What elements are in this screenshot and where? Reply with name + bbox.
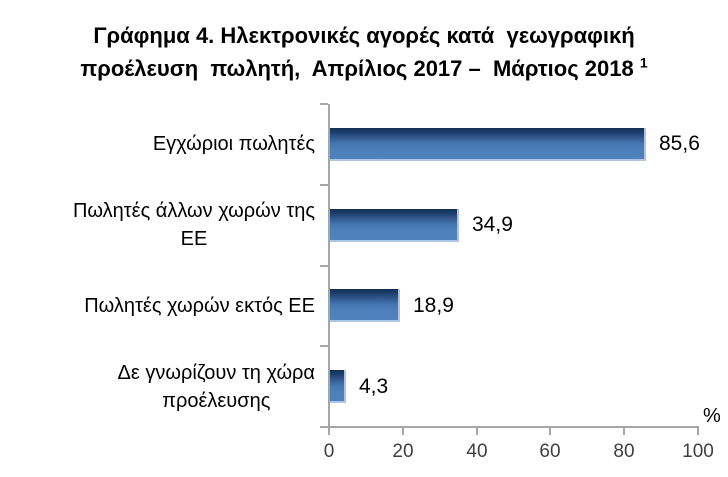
y-axis-tick — [320, 345, 328, 347]
chart-title: Γράφημα 4. Ηλεκτρονικές αγορές κατά γεωγ… — [0, 19, 728, 85]
value-label: 4,3 — [359, 375, 389, 398]
category-label: Πωλητές άλλων χωρών της ΕΕ — [6, 185, 315, 265]
x-tick-label: 60 — [539, 441, 561, 462]
value-label: 18,9 — [413, 294, 454, 317]
x-tick-label: 0 — [323, 441, 335, 462]
category-label-text: Πωλητές χωρών εκτός ΕΕ — [84, 294, 315, 317]
x-axis-tick — [476, 427, 478, 435]
y-axis-tick — [320, 103, 328, 105]
bar — [330, 128, 646, 161]
bar — [330, 370, 346, 403]
value-label: 34,9 — [472, 213, 513, 236]
chart-title-line1: Γράφημα 4. Ηλεκτρονικές αγορές κατά γεωγ… — [93, 23, 635, 48]
y-axis-tick — [320, 184, 328, 186]
x-tick-label: 100 — [682, 441, 714, 462]
y-axis-tick — [320, 265, 328, 267]
value-label: 85,6 — [659, 132, 700, 155]
bar — [330, 289, 400, 322]
x-tick-label: 40 — [466, 441, 488, 462]
x-tick-label: 80 — [613, 441, 635, 462]
x-axis-tick — [549, 427, 551, 435]
x-axis-unit-label: % — [703, 405, 721, 427]
x-tick-label: 20 — [392, 441, 414, 462]
x-axis-tick — [402, 427, 404, 435]
x-axis-tick — [697, 427, 699, 435]
chart-title-line2: προέλευση πωλητή, Απρίλιος 2017 – Μάρτιο… — [80, 54, 648, 81]
category-label: Πωλητές χωρών εκτός ΕΕ — [6, 266, 315, 346]
category-label-text: Εγχώριοι πωλητές — [152, 133, 315, 156]
y-axis-line — [328, 104, 330, 427]
x-axis-line — [321, 426, 699, 428]
x-axis-tick — [623, 427, 625, 435]
footnote-marker: 1 — [639, 54, 648, 71]
category-label: Εγχώριοι πωλητές — [6, 104, 315, 184]
x-axis-tick — [328, 427, 330, 435]
category-label-text: Πωλητές άλλων χωρών της ΕΕ — [72, 200, 315, 251]
category-label-text: Δε γνωρίζουν τη χώρα προέλευσης — [117, 361, 315, 412]
category-label: Δε γνωρίζουν τη χώρα προέλευσης — [6, 347, 315, 427]
bar — [330, 209, 459, 242]
